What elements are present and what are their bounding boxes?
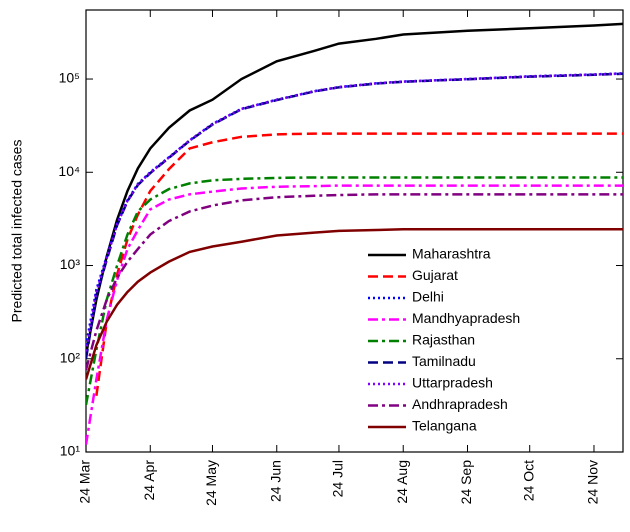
y-axis-label: Predicted total infected cases <box>9 140 25 323</box>
x-tick-label: 24 Jun <box>267 460 283 502</box>
legend-label: Delhi <box>412 289 444 305</box>
y-tick-label: 10² <box>60 349 81 365</box>
legend-label: Tamilnadu <box>412 353 476 369</box>
legend-label: Mandhyapradesh <box>412 310 520 326</box>
legend-label: Rajasthan <box>412 332 475 348</box>
series-line <box>86 184 623 445</box>
y-tick-label: 10¹ <box>60 443 81 459</box>
series-line <box>95 132 623 397</box>
x-tick-label: 24 May <box>203 460 219 506</box>
legend-label: Telangana <box>412 418 477 434</box>
series-line <box>86 72 623 359</box>
y-tick-label: 10³ <box>60 256 81 272</box>
series-line <box>86 227 623 380</box>
x-tick-label: 24 Mar <box>77 460 93 504</box>
series-line <box>86 72 623 352</box>
series-line <box>86 22 623 356</box>
legend-label: Maharashtra <box>412 246 491 262</box>
x-tick-label: 24 Sep <box>458 460 474 505</box>
x-tick-label: 24 Apr <box>141 460 157 501</box>
x-tick-label: 24 Nov <box>585 460 601 504</box>
x-tick-label: 24 Oct <box>520 460 536 501</box>
legend-label: Andhrapradesh <box>412 396 508 412</box>
legend-label: Uttarpradesh <box>412 375 493 391</box>
y-tick-label: 10⁴ <box>58 163 80 179</box>
plot-frame <box>85 9 624 453</box>
x-tick-label: 24 Aug <box>394 460 410 504</box>
series-line <box>86 72 623 346</box>
legend-label: Gujarat <box>412 267 458 283</box>
y-tick-label: 10⁵ <box>59 70 80 86</box>
series-line <box>86 176 623 406</box>
series-line <box>86 193 623 371</box>
x-tick-label: 24 Jul <box>330 460 346 497</box>
